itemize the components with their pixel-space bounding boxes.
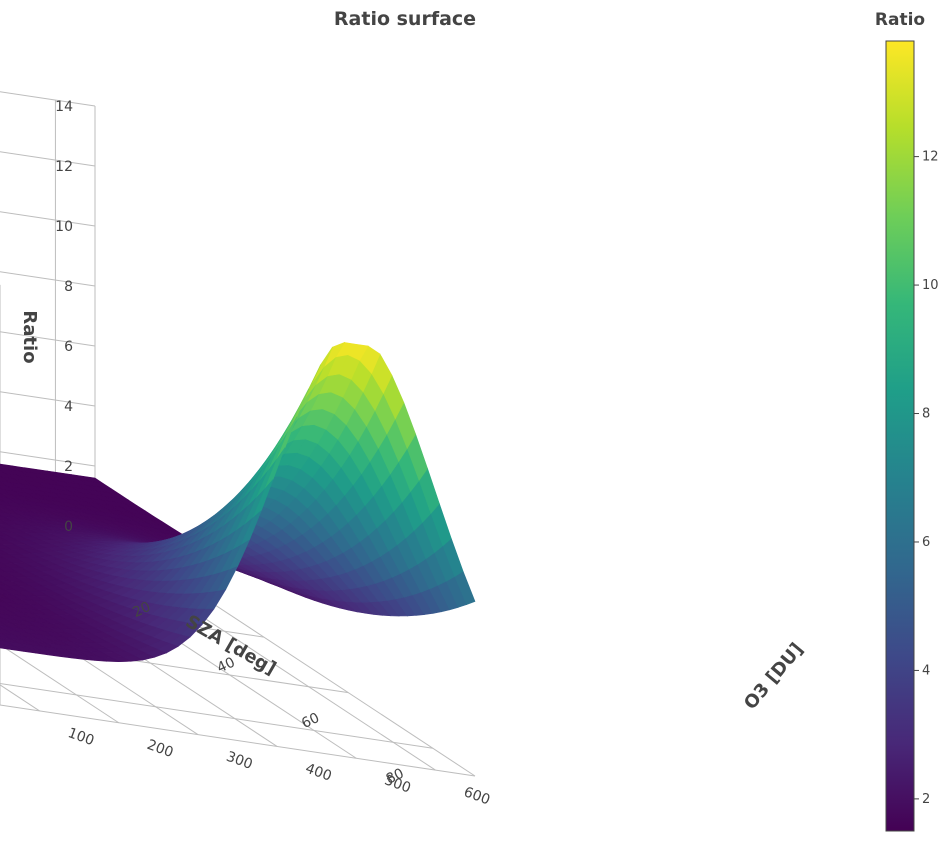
surface-patch [0, 568, 6, 573]
colorbar-tick-label: 8 [922, 407, 930, 422]
surface-patch [0, 549, 8, 555]
x-tick-label: 80 [384, 766, 407, 788]
grid-line [0, 683, 433, 749]
grid-line [0, 644, 120, 724]
surface-patch [0, 587, 5, 591]
y-tick-label: 200 [145, 737, 176, 761]
colorbar-tick-label: 10 [922, 278, 939, 293]
surface-patch [0, 504, 10, 511]
grid-line [0, 91, 96, 107]
grid-line [0, 211, 96, 227]
grid-line [0, 704, 476, 777]
grid-line [0, 271, 96, 287]
colorbar-ticks: 2 4 6 8 10 12 [914, 150, 939, 807]
surface-patch [0, 562, 10, 568]
surface-patch [0, 481, 7, 487]
y-tick-label: 100 [66, 725, 97, 749]
colorbar-tick-label: 4 [922, 663, 930, 678]
y-axis-label: O3 [DU] [740, 639, 808, 714]
x-tick-label: 60 [299, 710, 322, 732]
z-tick-label: 12 [55, 159, 73, 175]
colorbar-tick-label: 6 [922, 535, 930, 550]
surface [0, 341, 476, 663]
z-tick-label: 10 [55, 219, 73, 235]
colorbar: Ratio 2 4 6 8 10 12 [875, 10, 939, 832]
surface-patch [0, 580, 8, 586]
z-tick-label: 6 [64, 339, 73, 355]
chart-title: Ratio surface [334, 8, 476, 30]
z-tick-label: 8 [64, 279, 73, 295]
z-tick-label: 14 [55, 99, 73, 115]
surface-patch [0, 463, 9, 470]
y-tick-label: 300 [224, 749, 255, 773]
grid-line [0, 451, 96, 467]
surface-patch [0, 605, 11, 612]
surface-patch [0, 525, 5, 529]
surface-patch [0, 621, 9, 628]
surface-patch [0, 610, 8, 616]
surface-patch [0, 544, 12, 550]
z-axis-label: Ratio [19, 310, 40, 363]
surface-patch [0, 555, 5, 559]
grid-line [0, 391, 96, 407]
surface-patch [0, 537, 7, 541]
surface-patch [0, 516, 12, 522]
y-tick-label: 400 [303, 761, 334, 785]
surface-patch [0, 576, 11, 582]
surface-patch [0, 520, 9, 525]
surface-patch [0, 599, 6, 603]
x-tick-label: 20 [130, 599, 153, 621]
surface-patch [0, 593, 10, 600]
colorbar-tick-label: 2 [922, 792, 930, 807]
z-tick-label: 4 [64, 399, 73, 415]
grid-line [0, 331, 96, 347]
z-tick-label: 0 [64, 519, 73, 535]
surface-patch [0, 531, 10, 537]
colorbar-title: Ratio [875, 10, 925, 30]
z-tick-label: 2 [64, 459, 73, 475]
grid-line [0, 151, 96, 167]
surface-patch [0, 644, 13, 650]
colorbar-gradient [885, 40, 915, 832]
y-tick-label: 500 [382, 772, 413, 796]
colorbar-tick-label: 12 [922, 150, 939, 165]
surface-patch [0, 493, 9, 499]
y-tick-label: 600 [461, 784, 492, 808]
surface-patch [0, 509, 7, 514]
x-tick-label: 40 [215, 654, 238, 676]
